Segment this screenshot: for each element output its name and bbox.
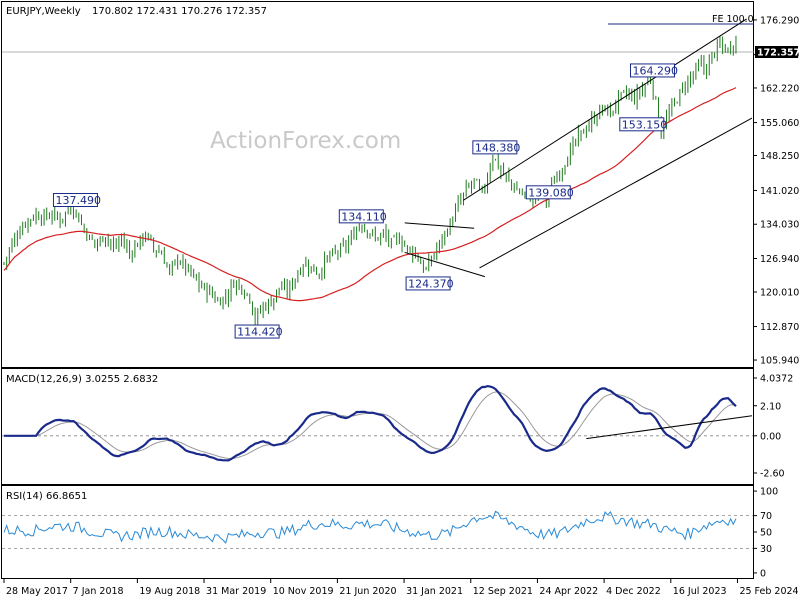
rsi-tick-label: 100 — [760, 487, 778, 498]
price-tick-label: 162.220 — [760, 83, 799, 94]
price-tick-label: 176.290 — [760, 15, 799, 26]
moving-average-line — [3, 87, 737, 302]
price-annotation-label: 124.370 — [408, 277, 454, 290]
price-annotation-box — [629, 63, 675, 78]
rsi-panel-frame — [1, 485, 754, 579]
x-tick-label: 12 Sep 2021 — [473, 586, 533, 597]
macd-tick-label: 2.10 — [760, 401, 781, 412]
channel-lower-line — [479, 117, 753, 269]
current-price-value: 172.357 — [757, 48, 800, 59]
price-annotation-label: 148.380 — [475, 141, 521, 154]
price-tick-label: 134.030 — [760, 220, 799, 231]
x-tick-label: 16 Jul 2023 — [673, 586, 727, 597]
x-tick-label: 7 Jan 2018 — [73, 586, 124, 597]
rsi-tick-label: 30 — [760, 544, 772, 555]
macd-tick-label: 4.0372 — [760, 374, 793, 385]
x-tick-label: 4 Dec 2022 — [606, 586, 661, 597]
fe-label: FE 100.0 — [712, 14, 754, 25]
macd-trend-line — [586, 415, 753, 440]
macd-panel-frame — [1, 368, 754, 485]
price-annotation-box — [52, 193, 98, 208]
x-tick-label: 19 Aug 2018 — [139, 586, 200, 597]
channel-upper-line — [463, 18, 747, 201]
price-annotation-label: 164.290 — [632, 64, 678, 77]
macd-line — [4, 384, 737, 462]
price-tick-label: 120.010 — [760, 288, 799, 299]
x-tick-label: 28 May 2017 — [6, 586, 68, 597]
price-annotation-label: 114.420 — [237, 326, 283, 339]
price-annotation-box — [234, 324, 280, 339]
price-tick-label: 148.250 — [760, 151, 799, 162]
price-annotation-label: 137.490 — [55, 194, 100, 207]
price-annotation-box — [405, 276, 451, 291]
macd-tick-label: 0.00 — [760, 431, 781, 442]
rsi-title: RSI(14) 66.8651 — [6, 491, 87, 502]
price-annotation-box — [472, 140, 518, 155]
price-annotation-label: 139.080 — [528, 186, 574, 199]
x-tick-label: 25 Feb 2024 — [739, 586, 798, 597]
price-tick-label: 141.020 — [760, 186, 799, 197]
x-tick-label: 21 Jun 2020 — [339, 586, 396, 597]
price-tick-label: 105.940 — [760, 356, 799, 367]
price-tick-label: 112.870 — [760, 322, 799, 333]
rsi-tick-label: 50 — [760, 528, 772, 539]
price-annotation-box — [338, 209, 384, 224]
watermark: ActionForex.com — [210, 128, 401, 154]
x-tick-label: 31 Mar 2019 — [206, 586, 266, 597]
price-panel-frame — [1, 1, 754, 368]
price-tick-label: 155.060 — [760, 118, 799, 129]
triangle-lower-line — [404, 251, 486, 278]
macd-tick-label: -2.60 — [760, 468, 785, 479]
price-annotation-box — [619, 117, 665, 132]
macd-title: MACD(12,26,9) 3.0255 2.6832 — [6, 374, 158, 385]
current-price-tag — [755, 46, 798, 58]
rsi-line — [3, 510, 737, 544]
chart-symbol: EURJPY,Weekly — [6, 6, 81, 17]
rsi-tick-label: 0 — [760, 568, 766, 579]
x-tick-label: 31 Jan 2021 — [406, 586, 463, 597]
price-annotation-label: 153.150 — [622, 118, 668, 131]
triangle-upper-line — [404, 222, 475, 229]
price-annotation-box — [525, 185, 571, 200]
x-tick-label: 10 Nov 2019 — [273, 586, 334, 597]
x-tick-label: 24 Apr 2022 — [539, 586, 598, 597]
rsi-tick-label: 70 — [760, 511, 772, 522]
price-tick-label: 126.940 — [760, 254, 799, 265]
price-annotation-label: 134.110 — [341, 210, 387, 223]
chart-ohlc: 170.802 172.431 170.276 172.357 — [92, 6, 267, 17]
